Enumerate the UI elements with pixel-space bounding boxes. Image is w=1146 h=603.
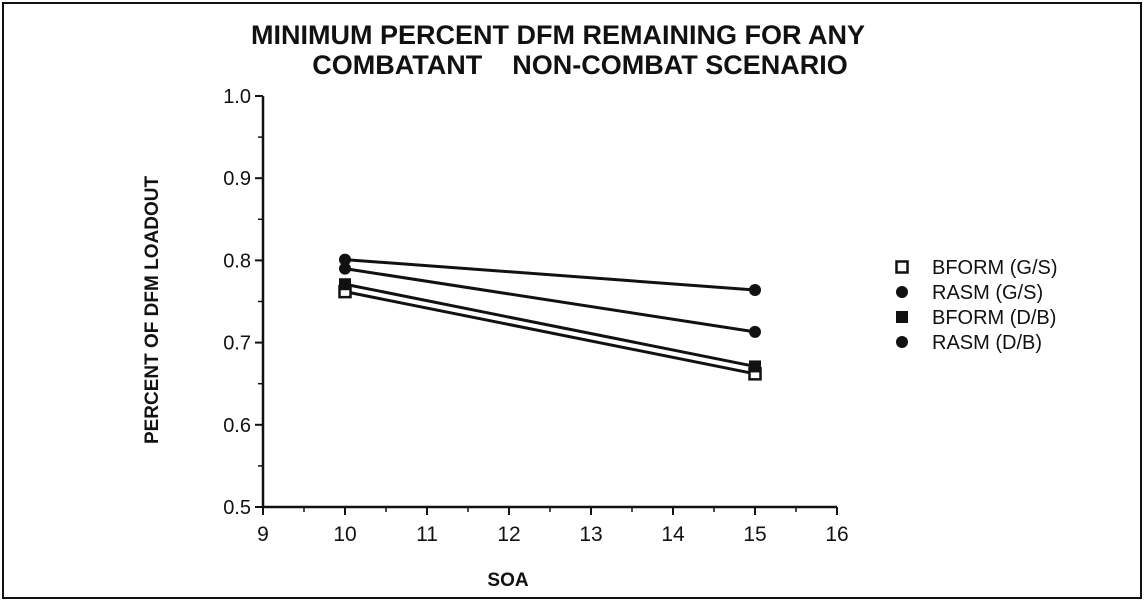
series-3-point bbox=[749, 360, 761, 373]
x-tick-label: 14 bbox=[661, 523, 685, 546]
series-2-point bbox=[339, 262, 351, 275]
x-axis-label: SOA bbox=[487, 570, 528, 591]
x-tick-label: 15 bbox=[743, 523, 766, 546]
y-tick-label: 0.8 bbox=[223, 250, 251, 272]
series-2-point bbox=[749, 325, 761, 338]
chart-title-line1: MINIMUM PERCENT DFM REMAINING FOR ANY bbox=[251, 20, 865, 50]
legend: BFORM (G/S) RASM (G/S) BFORM (D/B) RASM (D/… bbox=[895, 257, 1058, 354]
x-tick-label: 9 bbox=[257, 523, 269, 546]
series-line-4 bbox=[344, 258, 756, 292]
legend-marker-4 bbox=[896, 336, 908, 348]
legend-label-3: BFORM (D/B) bbox=[932, 307, 1056, 329]
series-4-point bbox=[749, 283, 761, 296]
y-tick-label: 0.6 bbox=[223, 415, 251, 437]
series-3-point bbox=[339, 278, 351, 291]
series-line-1 bbox=[344, 290, 756, 376]
x-tick-label: 12 bbox=[497, 523, 520, 546]
legend-marker-1 bbox=[895, 260, 909, 274]
series-line-2 bbox=[344, 267, 756, 334]
chart-title-line2: COMBATANT NON-COMBAT SCENARIO bbox=[312, 50, 847, 80]
x-tick-label: 13 bbox=[579, 523, 602, 546]
legend-label-2: RASM (G/S) bbox=[932, 282, 1043, 304]
legend-label-4: RASM (D/B) bbox=[932, 332, 1042, 354]
y-tick-label: 0.9 bbox=[223, 168, 251, 190]
y-tick-label: 1.0 bbox=[223, 86, 251, 108]
legend-label-1: BFORM (G/S) bbox=[932, 257, 1058, 279]
plot-area: 9 10 11 12 13 14 15 16 0.5 0.6 0.7 0.8 0.9 1.0 bbox=[223, 86, 848, 546]
series-line-3 bbox=[344, 282, 756, 368]
x-tick-label: 16 bbox=[825, 523, 848, 546]
series-4-point bbox=[339, 253, 351, 266]
y-axis-label: PERCENT OF DFM LOADOUT bbox=[142, 176, 163, 444]
x-tick-label: 10 bbox=[333, 523, 356, 546]
y-tick-label: 0.7 bbox=[223, 333, 251, 355]
x-tick-label: 11 bbox=[416, 523, 438, 546]
legend-marker-2 bbox=[896, 286, 908, 298]
y-tick-label: 0.5 bbox=[223, 497, 251, 519]
legend-marker-3 bbox=[896, 311, 908, 323]
